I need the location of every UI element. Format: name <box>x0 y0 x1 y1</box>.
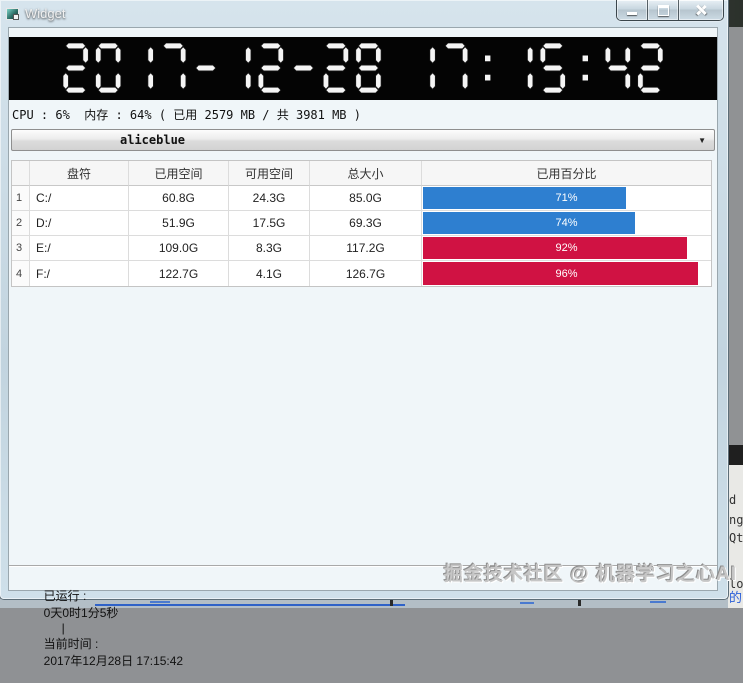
corner-header-cell[interactable] <box>12 161 30 186</box>
cell-percent[interactable]: 74% <box>422 211 711 236</box>
background-speck <box>520 602 534 604</box>
cell-free[interactable]: 4.1G <box>229 261 310 286</box>
status-separator: | <box>61 621 65 635</box>
status-line: 已运行 : 0天0时1分5秒 | 当前时间 : 2017年12月28日 17:1… <box>17 573 183 683</box>
cell-free[interactable]: 8.3G <box>229 236 310 261</box>
cell-drive[interactable]: C:/ <box>30 186 129 211</box>
background-tick <box>390 599 393 606</box>
cell-total[interactable]: 85.0G <box>310 186 422 211</box>
usage-progress-bar <box>423 187 627 209</box>
usage-percent-label: 96% <box>555 267 578 280</box>
cell-total[interactable]: 69.3G <box>310 211 422 236</box>
background-blue-line <box>95 604 405 606</box>
background-speck <box>150 601 170 603</box>
cell-drive[interactable]: D:/ <box>30 211 129 236</box>
close-icon <box>695 4 707 16</box>
desktop-background-bottom <box>0 599 728 608</box>
usage-percent-label: 74% <box>555 217 578 229</box>
table-row[interactable]: 4 F:/ 122.7G 4.1G 126.7G 96% <box>12 261 711 286</box>
column-header-used[interactable]: 已用空间 <box>129 161 229 186</box>
row-number: 4 <box>12 261 30 286</box>
disk-usage-table: 盘符 已用空间 可用空间 总大小 已用百分比 1 C:/ 60.8G 24.3G… <box>11 160 712 287</box>
background-text-fragment: Qt <box>729 531 743 545</box>
table-header-row: 盘符 已用空间 可用空间 总大小 已用百分比 <box>12 161 711 186</box>
cell-percent[interactable]: 71% <box>422 186 711 211</box>
desktop-background-right: d ng Qt lo 的 <box>728 27 743 608</box>
usage-percent-label: 71% <box>555 192 578 204</box>
row-number: 1 <box>12 186 30 211</box>
row-number: 2 <box>12 211 30 236</box>
column-header-percent[interactable]: 已用百分比 <box>422 161 711 186</box>
title-bar[interactable]: Widget <box>0 0 728 27</box>
column-header-total[interactable]: 总大小 <box>310 161 422 186</box>
current-time-value: 2017年12月28日 17:15:42 <box>43 654 184 668</box>
background-text-fragment: ng <box>729 513 743 527</box>
maximize-button[interactable] <box>648 0 679 20</box>
background-tick <box>578 599 581 606</box>
background-blue-glyph: 的 <box>729 590 743 605</box>
caption-button-group <box>616 0 724 21</box>
lcd-clock-digits <box>63 43 663 93</box>
cell-drive[interactable]: E:/ <box>30 236 129 261</box>
background-code-panel: d ng Qt lo <box>728 465 743 608</box>
cell-free[interactable]: 17.5G <box>229 211 310 236</box>
cell-total[interactable]: 126.7G <box>310 261 422 286</box>
cell-percent[interactable]: 92% <box>422 236 711 261</box>
cell-drive[interactable]: F:/ <box>30 261 129 286</box>
client-area: CPU : 6% 内存 : 64% ( 已用 2579 MB / 共 3981 … <box>8 27 718 668</box>
app-icon <box>6 8 19 20</box>
cell-used[interactable]: 122.7G <box>129 261 229 286</box>
usage-progress-bar <box>423 262 699 285</box>
cell-used[interactable]: 60.8G <box>129 186 229 211</box>
table-row[interactable]: 3 E:/ 109.0G 8.3G 117.2G 92% <box>12 236 711 261</box>
theme-color-value: aliceblue <box>120 133 186 147</box>
background-dark-band <box>728 445 743 465</box>
cell-percent[interactable]: 96% <box>422 261 711 286</box>
close-button[interactable] <box>679 0 723 20</box>
watermark-text: 掘金技术社区 @ 机器学习之心AI <box>443 564 737 585</box>
system-info-text: CPU : 6% 内存 : 64% ( 已用 2579 MB / 共 3981 … <box>12 108 361 122</box>
chevron-down-icon[interactable]: ▼ <box>698 136 706 145</box>
current-time-label: 当前时间 : <box>43 637 99 651</box>
cell-total[interactable]: 117.2G <box>310 236 422 261</box>
cell-used[interactable]: 109.0G <box>129 236 229 261</box>
background-text-fragment: d <box>729 493 737 507</box>
widget-window: Widget CPU : 6% 内存 : 64% ( 已用 2579 MB / … <box>0 0 728 599</box>
cell-used[interactable]: 51.9G <box>129 211 229 236</box>
background-text-fragment: lo <box>729 577 743 591</box>
uptime-label: 已运行 : <box>43 589 87 603</box>
table-row[interactable]: 2 D:/ 51.9G 17.5G 69.3G 74% <box>12 211 711 236</box>
column-header-free[interactable]: 可用空间 <box>229 161 310 186</box>
usage-progress-bar <box>423 212 635 234</box>
minimize-icon <box>627 12 637 15</box>
maximize-icon <box>658 5 669 16</box>
theme-color-select[interactable]: aliceblue ▼ <box>11 129 715 151</box>
background-speck <box>650 601 666 603</box>
column-header-drive[interactable]: 盘符 <box>30 161 129 186</box>
window-title: Widget <box>25 6 66 21</box>
minimize-button[interactable] <box>617 0 648 20</box>
cell-free[interactable]: 24.3G <box>229 186 310 211</box>
row-number: 3 <box>12 236 30 261</box>
lcd-clock <box>9 37 717 100</box>
usage-percent-label: 92% <box>555 242 578 254</box>
usage-progress-bar <box>423 237 687 259</box>
uptime-value: 0天0时1分5秒 <box>43 606 119 620</box>
table-row[interactable]: 1 C:/ 60.8G 24.3G 85.0G 71% <box>12 186 711 211</box>
